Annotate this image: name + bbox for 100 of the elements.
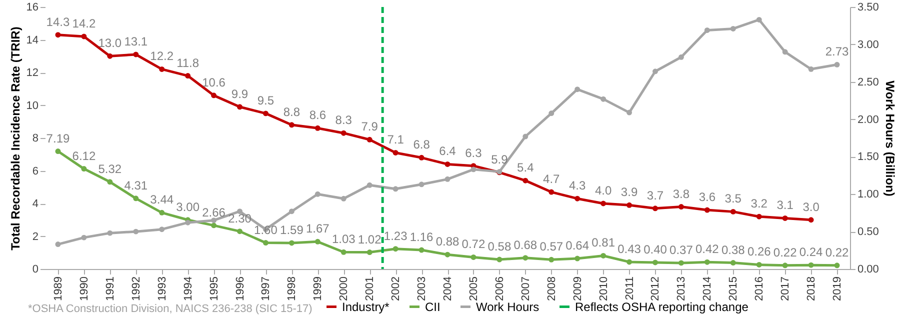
x-tick-label: 2010 <box>598 276 610 301</box>
point <box>314 125 320 131</box>
point <box>834 262 840 268</box>
data-label: 5.32 <box>98 162 122 176</box>
point <box>782 49 788 55</box>
point <box>470 166 476 172</box>
point <box>548 189 554 195</box>
data-label: 0.58 <box>488 240 512 254</box>
data-label: 0.26 <box>747 244 772 259</box>
data-label: 0.22 <box>773 245 798 260</box>
point <box>314 191 320 197</box>
point <box>522 134 528 140</box>
y2-tick-label: 2.50 <box>858 76 879 88</box>
x-tick-label: 1995 <box>208 276 220 301</box>
data-label: 0.88 <box>436 234 460 249</box>
data-label: 14.2 <box>72 16 96 30</box>
data-label: 6.4 <box>439 144 456 158</box>
x-tick-label: 2004 <box>442 276 454 301</box>
point <box>652 68 658 74</box>
data-label: 5.9 <box>491 152 508 166</box>
x-tick-label: 1999 <box>312 276 324 301</box>
point <box>756 262 762 268</box>
data-label: 3.1 <box>776 198 794 212</box>
point <box>133 196 139 202</box>
point <box>470 254 476 260</box>
point <box>418 182 424 188</box>
point <box>626 259 632 265</box>
point <box>444 252 450 258</box>
x-tick-label: 2012 <box>650 276 662 301</box>
data-label: 1.03 <box>332 232 356 246</box>
data-label: 6.8 <box>413 138 430 152</box>
data-label: 0.81 <box>592 236 616 250</box>
data-label: 0.43 <box>618 242 642 256</box>
data-label: 0.38 <box>721 242 746 257</box>
point <box>366 250 372 256</box>
legend-label: Industry* <box>342 300 390 314</box>
data-label: 14.3 <box>46 14 70 29</box>
x-tick-label: 2009 <box>572 276 584 301</box>
point <box>522 178 528 184</box>
data-label: 0.42 <box>696 242 720 256</box>
data-label: 8.8 <box>283 104 300 119</box>
point <box>678 204 684 210</box>
point <box>704 207 710 213</box>
x-tick-label: 1997 <box>260 276 272 301</box>
data-label: 13.1 <box>124 34 148 48</box>
data-label: 13.0 <box>98 36 122 50</box>
data-label: 8.3 <box>335 113 352 128</box>
point <box>808 217 814 223</box>
data-label: 4.31 <box>124 178 148 192</box>
point <box>366 182 372 188</box>
y2-tick-label: 0.00 <box>858 264 879 276</box>
data-label: 3.7 <box>646 188 664 202</box>
x-tick-label: 1994 <box>182 276 194 301</box>
point <box>55 242 61 248</box>
data-label: 4.7 <box>543 172 560 186</box>
data-label: 1.16 <box>410 230 434 244</box>
point <box>730 26 736 32</box>
x-tick-label: 2006 <box>494 276 506 301</box>
x-tick-label: 2016 <box>754 276 766 301</box>
point <box>340 196 346 202</box>
point <box>730 208 736 214</box>
point <box>574 196 580 202</box>
point <box>159 66 165 72</box>
x-tick-label: 2014 <box>702 276 714 301</box>
data-label: 0.37 <box>670 242 694 257</box>
point <box>392 150 398 156</box>
point <box>159 210 165 216</box>
data-label: 6.12 <box>72 148 96 163</box>
x-tick-label: 1989 <box>52 276 64 301</box>
point <box>107 179 113 185</box>
point <box>107 53 113 59</box>
point <box>237 208 242 214</box>
data-label: 3.6 <box>698 190 716 204</box>
x-tick-label: 2000 <box>338 276 350 301</box>
point <box>730 260 736 266</box>
point <box>600 200 606 206</box>
y2-tick-label: 1.50 <box>858 151 879 164</box>
legend-label: Reflects OSHA reporting change <box>575 300 749 314</box>
point <box>756 214 762 220</box>
data-label: 2.30 <box>228 211 252 226</box>
data-label: 12.2 <box>150 49 174 64</box>
x-tick-label: 2013 <box>676 276 688 301</box>
y-tick-label: 16 <box>26 2 38 14</box>
x-tick-label: 1996 <box>234 276 246 301</box>
point <box>392 246 398 252</box>
x-tick-label: 2001 <box>364 276 376 301</box>
point <box>288 240 294 246</box>
point <box>107 230 113 236</box>
point <box>782 216 788 221</box>
y2-tick-label: 3.50 <box>858 2 879 14</box>
point <box>185 73 191 79</box>
point <box>211 218 217 224</box>
data-label: 10.6 <box>202 75 226 90</box>
legend-label: Work Hours <box>476 300 540 314</box>
data-label: 2.66 <box>202 205 226 220</box>
data-label: 1.59 <box>280 222 304 237</box>
point <box>185 220 191 226</box>
point <box>55 32 61 38</box>
x-tick-label: 2003 <box>416 276 428 301</box>
y-tick-label: 10 <box>26 100 38 112</box>
